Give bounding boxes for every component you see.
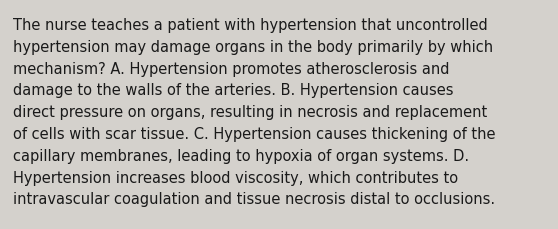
Text: damage to the walls of the arteries. B. Hypertension causes: damage to the walls of the arteries. B. … [13,83,454,98]
Text: capillary membranes, leading to hypoxia of organ systems. D.: capillary membranes, leading to hypoxia … [13,148,469,163]
Text: intravascular coagulation and tissue necrosis distal to occlusions.: intravascular coagulation and tissue nec… [13,192,495,207]
Text: Hypertension increases blood viscosity, which contributes to: Hypertension increases blood viscosity, … [13,170,458,185]
Text: of cells with scar tissue. C. Hypertension causes thickening of the: of cells with scar tissue. C. Hypertensi… [13,126,496,141]
Text: The nurse teaches a patient with hypertension that uncontrolled: The nurse teaches a patient with hyperte… [13,18,488,33]
Text: mechanism? A. Hypertension promotes atherosclerosis and: mechanism? A. Hypertension promotes athe… [13,61,450,76]
Text: hypertension may damage organs in the body primarily by which: hypertension may damage organs in the bo… [13,40,493,55]
Text: direct pressure on organs, resulting in necrosis and replacement: direct pressure on organs, resulting in … [13,105,487,120]
